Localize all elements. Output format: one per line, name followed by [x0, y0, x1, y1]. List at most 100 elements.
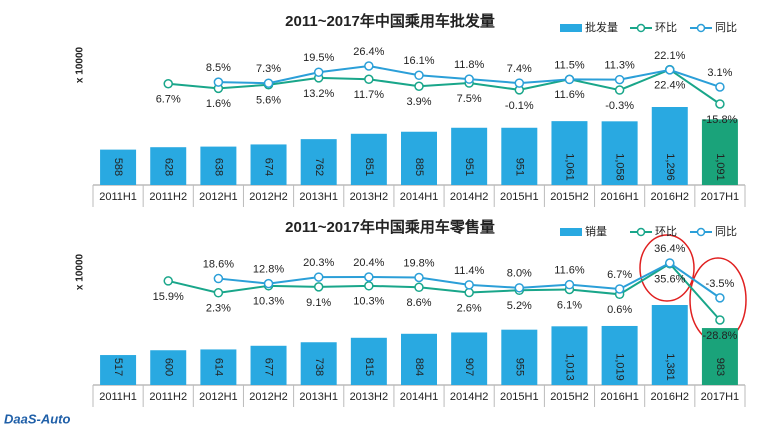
line-point — [364, 272, 374, 282]
line-point — [213, 77, 224, 87]
bar — [401, 333, 437, 385]
point-value-label: 26.4% — [353, 46, 384, 58]
point-value-label: 9.1% — [306, 297, 331, 309]
point-value-label: 6.1% — [557, 299, 582, 311]
line-point — [163, 276, 173, 286]
bar-value-label: 1,091 — [714, 153, 726, 181]
bar-value-label: 600 — [162, 358, 174, 376]
point-value-label: 22.1% — [654, 50, 685, 62]
bar — [350, 133, 387, 185]
legend-label: 批发量 — [585, 20, 618, 34]
x-tick-label: 2011H2 — [149, 191, 187, 203]
legend-marker — [636, 23, 646, 33]
x-tick-label: 2013H1 — [299, 391, 338, 403]
point-value-label: -0.1% — [505, 100, 534, 112]
point-value-label: 12.8% — [253, 264, 284, 276]
line-point — [715, 99, 725, 109]
line-point — [514, 283, 525, 293]
point-value-label: 6.7% — [156, 94, 181, 106]
line-point — [414, 70, 424, 81]
line-point — [614, 85, 625, 95]
x-tick-label: 2013H2 — [350, 191, 389, 203]
bar — [651, 107, 688, 185]
line-point — [715, 82, 725, 92]
point-value-label: 11.5% — [554, 59, 585, 71]
legend-label: 环比 — [655, 225, 677, 238]
bar-value-label: 1,013 — [564, 353, 576, 381]
legend-marker — [636, 227, 646, 237]
y-axis-label: x 10000 — [75, 46, 86, 83]
point-value-label: 11.7% — [354, 89, 385, 101]
point-value-label: 35.6% — [654, 274, 685, 286]
point-value-label: 10.3% — [353, 296, 384, 308]
x-tick-label: 2013H1 — [299, 191, 338, 203]
bar — [501, 329, 538, 385]
legend-swatch — [560, 24, 582, 32]
bar — [300, 139, 337, 185]
point-value-label: 11.3% — [604, 60, 635, 72]
bar — [501, 127, 538, 185]
line-point — [464, 280, 474, 290]
line-point — [564, 279, 575, 290]
x-tick-label: 2014H1 — [400, 191, 439, 203]
line-point — [464, 287, 474, 298]
point-value-label: 11.8% — [454, 59, 485, 71]
bar-value-label: 1,061 — [564, 153, 576, 181]
bar-value-label: 1,058 — [614, 153, 626, 181]
point-value-label: 16.1% — [403, 55, 434, 67]
x-tick-label: 2016H2 — [650, 191, 689, 203]
bar — [551, 121, 588, 185]
bar-value-label: 951 — [463, 158, 475, 176]
point-value-label: 15.9% — [153, 291, 184, 303]
point-value-label: 11.6% — [554, 89, 585, 101]
point-value-label: 8.5% — [206, 62, 231, 74]
point-value-label: -3.5% — [706, 278, 735, 290]
x-tick-label: 2014H1 — [400, 391, 439, 403]
point-value-label: 7.5% — [457, 93, 482, 105]
bar-value-label: 1,381 — [664, 353, 676, 381]
line-point — [213, 273, 224, 284]
y-axis-label: x 10000 — [75, 253, 86, 290]
point-value-label: 20.4% — [353, 257, 384, 269]
point-value-label: 36.4% — [654, 243, 685, 255]
point-value-label: -0.3% — [605, 100, 634, 112]
point-value-label: 20.3% — [303, 257, 334, 269]
point-value-label: 3.1% — [707, 67, 732, 79]
x-tick-label: 2016H2 — [650, 391, 689, 403]
x-tick-label: 2012H2 — [249, 191, 288, 203]
bar-value-label: 851 — [363, 158, 375, 176]
bar-value-label: 955 — [513, 358, 525, 376]
x-tick-label: 2016H1 — [600, 191, 639, 203]
x-tick-label: 2012H1 — [199, 391, 238, 403]
point-value-label: 6.7% — [607, 269, 632, 281]
point-value-label: 1.6% — [206, 98, 231, 110]
line-point — [414, 282, 424, 293]
bar-value-label: 762 — [313, 158, 325, 176]
point-value-label: 3.9% — [406, 96, 431, 108]
bar-value-label: 1,296 — [664, 153, 676, 181]
point-value-label: 11.6% — [554, 265, 585, 277]
x-tick-label: 2015H2 — [550, 391, 589, 403]
line-point — [263, 278, 274, 289]
bar — [651, 305, 688, 385]
bar — [451, 127, 488, 185]
line-point — [364, 74, 374, 84]
bar — [150, 147, 187, 185]
legend-label: 销量 — [585, 224, 607, 238]
point-value-label: 19.5% — [303, 52, 334, 64]
line-point — [464, 74, 474, 84]
point-value-label: 7.3% — [256, 63, 281, 75]
x-tick-label: 2014H2 — [450, 191, 489, 203]
bar — [200, 146, 237, 185]
bar — [100, 149, 137, 185]
bar — [300, 342, 337, 385]
x-tick-label: 2015H2 — [550, 191, 589, 203]
bar — [601, 121, 638, 185]
line-point — [414, 272, 424, 283]
bar-value-label: 628 — [162, 158, 174, 176]
line — [168, 68, 721, 105]
bar-value-label: 738 — [313, 358, 325, 376]
legend-marker — [696, 23, 706, 33]
point-value-label: -28.8% — [702, 330, 737, 342]
